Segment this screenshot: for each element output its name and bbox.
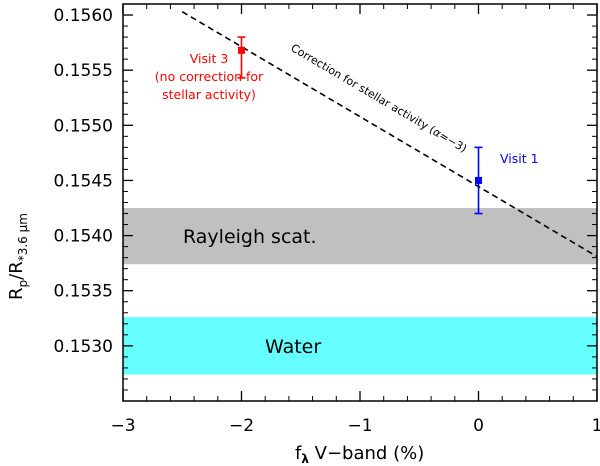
data-point-1 xyxy=(238,46,245,54)
visit1-label: Visit 1 xyxy=(500,151,539,166)
x-tick-label: −3 xyxy=(110,416,135,436)
band-label-0: Rayleigh scat. xyxy=(183,226,317,248)
band-label-1: Water xyxy=(265,336,321,358)
y-tick-label: 0.1530 xyxy=(54,337,113,357)
y-tick-label: 0.1550 xyxy=(54,116,113,136)
y-tick-label: 0.1535 xyxy=(54,282,113,302)
band-1 xyxy=(123,317,597,375)
data-point-0 xyxy=(475,176,482,184)
visit3-note-line1: (no correction for xyxy=(155,69,264,84)
band-label-group: Rayleigh scat. Water xyxy=(183,226,321,358)
band-group xyxy=(123,208,597,375)
correction-line xyxy=(181,11,598,258)
y-axis-ticks: 0.1530 0.1535 0.1540 0.1545 0.1550 0.1555 0.15… xyxy=(54,3,597,391)
x-tick-label: 0 xyxy=(473,416,484,436)
x-tick-label: −1 xyxy=(347,416,372,436)
correction-line-label: Correction for stellar activity (α=−3) xyxy=(288,41,469,155)
y-tick-label: 0.1540 xyxy=(54,227,113,247)
y-tick-label: 0.1545 xyxy=(54,171,113,191)
x-tick-label: −2 xyxy=(229,416,254,436)
data-point-group xyxy=(237,36,483,215)
visit3-label: Visit 3 xyxy=(190,51,229,66)
visit3-note-line2: stellar activity) xyxy=(162,87,256,102)
x-tick-label: 1 xyxy=(592,416,600,436)
y-axis-label: Rp/R*3.6 μm xyxy=(6,213,30,300)
x-axis-label: fλ V−band (%) xyxy=(295,443,424,466)
y-tick-label: 0.1555 xyxy=(54,61,113,81)
x-axis-ticks: −3 −2 −1 0 1 xyxy=(110,4,600,436)
band-0 xyxy=(123,208,597,265)
y-tick-label: 0.1560 xyxy=(54,6,113,26)
